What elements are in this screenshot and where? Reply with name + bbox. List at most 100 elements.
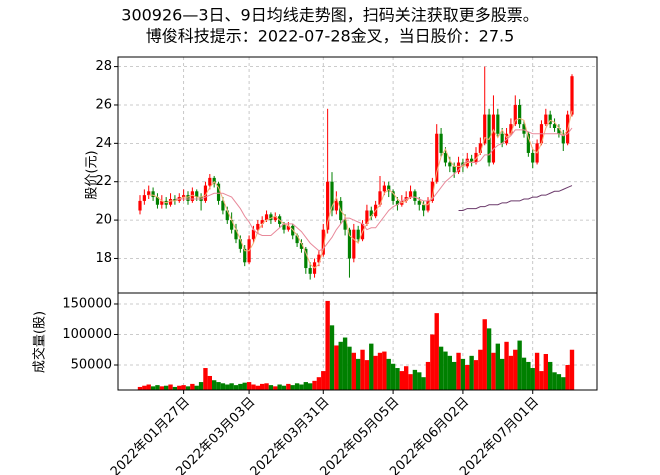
candle-body bbox=[561, 133, 565, 144]
candle-body bbox=[435, 133, 439, 182]
candle-body bbox=[295, 235, 299, 244]
candle-body bbox=[531, 152, 535, 163]
candle-body bbox=[234, 229, 238, 240]
candle-body bbox=[347, 229, 352, 259]
volume-bar bbox=[198, 382, 204, 390]
volume-bar bbox=[495, 343, 500, 390]
candle-body bbox=[225, 210, 229, 221]
volume-bar bbox=[172, 386, 178, 390]
volume-bar bbox=[460, 358, 466, 390]
candle-body bbox=[273, 216, 277, 221]
candle-body bbox=[430, 181, 434, 201]
candle-body bbox=[391, 191, 395, 201]
volume-bar bbox=[342, 337, 348, 390]
volume-bar bbox=[146, 384, 151, 390]
volume-bar bbox=[390, 363, 396, 390]
volume-bar bbox=[513, 349, 518, 390]
candle-body bbox=[522, 124, 526, 134]
volume-bar bbox=[500, 358, 505, 390]
volume-bar bbox=[233, 385, 239, 390]
candle-body bbox=[544, 114, 548, 125]
chart-title: 300926—3日、9日均线走势图，扫码关注获取更多股票。 bbox=[121, 6, 538, 25]
volume-bar bbox=[229, 383, 234, 390]
candle-body bbox=[212, 177, 216, 184]
volume-bar bbox=[517, 340, 522, 390]
candle-body bbox=[518, 104, 522, 125]
candle-body bbox=[448, 162, 452, 167]
candle-body bbox=[195, 191, 199, 198]
y-tick-label: 28 bbox=[95, 59, 112, 74]
candle-body bbox=[269, 214, 273, 221]
volume-bar bbox=[491, 352, 496, 390]
candle-body bbox=[548, 114, 552, 125]
volume-bar bbox=[181, 385, 186, 390]
volume-bar bbox=[216, 382, 221, 390]
volume-bar bbox=[443, 351, 448, 390]
candle-body bbox=[186, 195, 190, 201]
volume-bar bbox=[334, 345, 339, 390]
volume-bar bbox=[260, 383, 265, 390]
volume-bar bbox=[190, 383, 195, 390]
candle-body bbox=[147, 191, 151, 196]
volume-bar bbox=[277, 384, 282, 390]
candle-body bbox=[291, 225, 295, 236]
volume-bar bbox=[286, 383, 291, 390]
volume-bar bbox=[312, 380, 317, 390]
price-frame bbox=[117, 56, 598, 294]
volume-bar bbox=[452, 361, 457, 390]
candle-body bbox=[496, 114, 500, 134]
candle-body bbox=[382, 185, 386, 192]
volume-bar bbox=[150, 386, 156, 390]
candle-body bbox=[474, 152, 478, 163]
volume-bar bbox=[417, 372, 422, 390]
volume-bar bbox=[412, 369, 418, 390]
candle-body bbox=[378, 191, 382, 205]
candle-body bbox=[160, 200, 164, 205]
candle-body bbox=[230, 220, 234, 230]
volume-bar bbox=[194, 385, 199, 390]
volume-bar bbox=[356, 358, 361, 390]
volume-bar bbox=[482, 319, 487, 390]
volume-bar bbox=[382, 351, 387, 390]
candle-body bbox=[356, 229, 360, 240]
volume-bar bbox=[238, 383, 243, 390]
volume-bar bbox=[159, 386, 164, 390]
volume-bar bbox=[569, 349, 575, 390]
y-axis-label: 股价(元) bbox=[85, 150, 100, 199]
volume-bar bbox=[325, 300, 330, 390]
volume-bar bbox=[225, 384, 230, 390]
candle-body bbox=[151, 191, 155, 198]
volume-bar bbox=[308, 383, 313, 390]
volume-bar bbox=[251, 384, 256, 390]
candle-body bbox=[439, 133, 443, 153]
candle-body bbox=[369, 210, 373, 217]
volume-bar bbox=[556, 374, 562, 390]
candle-body bbox=[334, 200, 338, 211]
candle-body bbox=[513, 104, 517, 125]
volume-bar bbox=[220, 383, 226, 390]
volume-bar bbox=[447, 355, 452, 390]
volume-bar bbox=[316, 377, 322, 390]
candle-body bbox=[317, 254, 321, 263]
volume-bar bbox=[290, 385, 295, 390]
volume-bar bbox=[530, 368, 535, 390]
candle-body bbox=[142, 195, 146, 201]
candle-body bbox=[417, 200, 421, 205]
volume-bar bbox=[539, 371, 544, 390]
candle-body bbox=[365, 210, 369, 224]
candle-body bbox=[443, 152, 448, 163]
moving-average-line bbox=[148, 110, 573, 269]
volume-bar bbox=[281, 385, 287, 390]
candle-body bbox=[395, 200, 400, 205]
candle-body bbox=[260, 220, 264, 224]
volume-bar bbox=[303, 382, 308, 390]
candle-body bbox=[203, 185, 208, 201]
volume-bar bbox=[212, 380, 217, 390]
candle-body bbox=[308, 268, 312, 274]
volume-bar bbox=[155, 385, 160, 390]
candle-body bbox=[500, 133, 504, 144]
candle-body bbox=[570, 76, 574, 115]
volume-bar bbox=[504, 341, 509, 390]
volume-bar bbox=[164, 385, 169, 390]
candle-body bbox=[552, 124, 557, 128]
